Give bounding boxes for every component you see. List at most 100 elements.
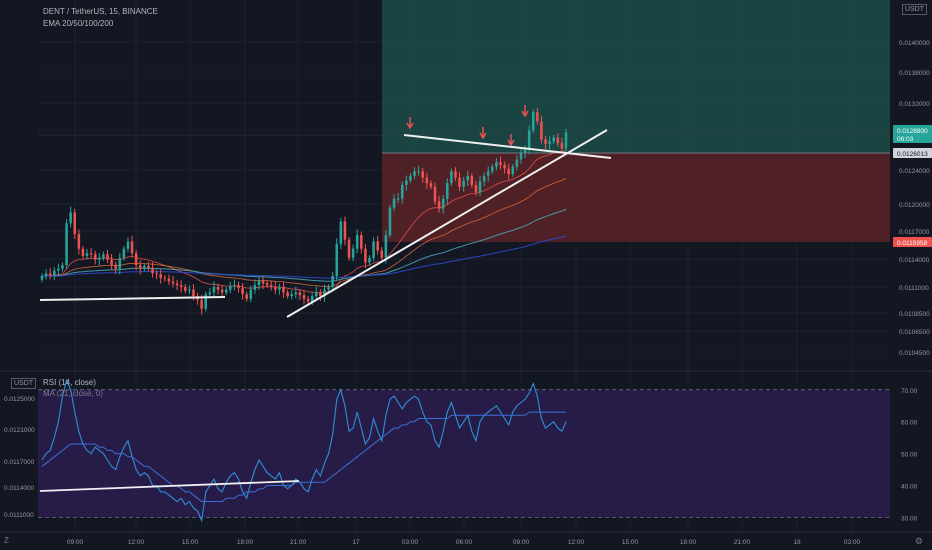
- candle-body: [184, 286, 187, 291]
- candle-body: [499, 162, 502, 165]
- candle-body: [400, 185, 404, 199]
- candle-body: [544, 139, 547, 145]
- candle-body: [376, 241, 379, 251]
- rsi-ma-line: [41, 411, 566, 502]
- candle-body: [527, 130, 531, 149]
- candle-body: [536, 112, 539, 122]
- time-axis-label: 03:00: [402, 539, 419, 546]
- candle-body: [458, 177, 461, 187]
- candle-body: [208, 292, 212, 295]
- price-axis-label: 0.0120000: [899, 202, 930, 209]
- rsi-band: [38, 389, 890, 518]
- symbol-legend: DENT / TetherUS, 15, BINANCE: [43, 7, 158, 16]
- candle-body: [315, 292, 318, 297]
- candle-body: [171, 281, 175, 284]
- candle-body: [110, 259, 113, 266]
- candle-body: [523, 148, 527, 154]
- candle-body: [216, 286, 220, 290]
- candle-body: [278, 286, 281, 290]
- time-axis-label: 03:00: [844, 539, 861, 546]
- time-axis-label: 06:00: [456, 539, 473, 546]
- currency-badge[interactable]: USDT: [901, 4, 927, 15]
- ema-100-line: [41, 208, 567, 282]
- candle-body: [286, 292, 289, 297]
- rsi-currency-badge[interactable]: USDT: [11, 378, 37, 389]
- price-axis-label: 0.0140000: [899, 40, 930, 47]
- candle-body: [138, 265, 142, 269]
- candle-body: [310, 296, 314, 302]
- gear-icon[interactable]: ⚙: [914, 536, 923, 546]
- candle-body: [417, 171, 420, 173]
- candle-body: [396, 198, 400, 200]
- rsi-legend: RSI (14, close): [43, 378, 96, 387]
- candle-body: [151, 267, 154, 274]
- price-axis-label: 0.0132000: [899, 101, 930, 108]
- candle-body: [437, 201, 441, 209]
- candle-body: [257, 280, 261, 286]
- candle-body: [237, 285, 240, 288]
- candle-body: [474, 185, 478, 193]
- rejection-arrow: [507, 134, 515, 147]
- candle-body: [552, 137, 555, 142]
- candle-body: [249, 289, 253, 299]
- candle-body: [261, 280, 265, 284]
- price-axis-label: 0.0117000: [899, 229, 930, 236]
- candle-body: [265, 283, 269, 286]
- candle-body: [245, 294, 248, 299]
- candle-body: [302, 295, 306, 299]
- candle-body: [122, 248, 126, 258]
- candle-body: [114, 265, 117, 269]
- candle-body: [343, 221, 347, 240]
- rsi-left-axis-label: 0.0111000: [4, 512, 34, 519]
- candle-body: [388, 207, 392, 236]
- candle-body: [85, 253, 89, 257]
- candle-body: [503, 164, 506, 169]
- candle-body: [200, 299, 203, 309]
- candle-body: [81, 248, 85, 257]
- candle-body: [282, 286, 285, 293]
- time-axis-label: 18: [793, 539, 801, 546]
- candle-body: [425, 177, 429, 184]
- rsi-ma-legend: MA (21, close, 0): [43, 389, 104, 398]
- candle-body: [470, 175, 474, 185]
- candle-body: [167, 278, 171, 282]
- candle-body: [486, 171, 490, 176]
- candle-body: [372, 241, 375, 258]
- candle-body: [48, 273, 52, 276]
- price-tag-current: [893, 125, 932, 143]
- candle-body: [179, 285, 183, 287]
- reset-axis-button[interactable]: Z: [4, 536, 9, 545]
- candle-body: [53, 270, 56, 276]
- candle-body: [212, 286, 216, 293]
- rejection-arrow: [406, 117, 414, 130]
- candle-body: [269, 285, 273, 287]
- rejection-arrow: [521, 105, 529, 118]
- candle-body: [306, 298, 310, 302]
- candle-body: [294, 292, 298, 295]
- target-zone: [382, 0, 890, 153]
- price-tag-stop: [893, 237, 932, 247]
- candle-body: [155, 273, 158, 275]
- candle-body: [462, 180, 465, 187]
- candle-body: [44, 273, 48, 277]
- price-tag-value: 0.0126013: [897, 151, 928, 158]
- candle-body: [347, 239, 351, 258]
- candle-body: [192, 289, 195, 297]
- candle-body: [253, 285, 257, 290]
- rsi-axis-label: 50.00: [901, 452, 918, 459]
- candle-body: [220, 289, 224, 293]
- rsi-axis-label: 40.00: [901, 484, 918, 491]
- price-axis-label: 0.0108500: [899, 311, 930, 318]
- candle-body: [319, 292, 322, 297]
- rising-trend-line: [286, 129, 608, 318]
- candle-body: [466, 175, 470, 181]
- candle-body: [163, 277, 167, 279]
- time-axis-label: 09:00: [513, 539, 530, 546]
- rsi-left-axis-label: 0.0121000: [4, 427, 35, 434]
- candle-body: [175, 283, 179, 286]
- candle-body: [405, 180, 408, 185]
- candle-body: [339, 221, 343, 245]
- candle-body: [454, 171, 457, 178]
- time-axis-label: 21:00: [734, 539, 751, 546]
